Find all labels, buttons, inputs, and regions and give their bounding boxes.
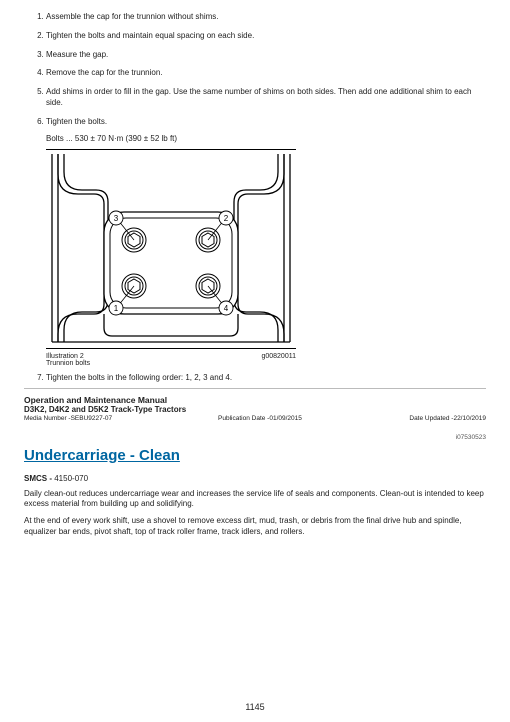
- illustration-label: Illustration 2: [46, 353, 261, 360]
- bolt-label-tr: 2: [224, 214, 229, 223]
- manual-models: D3K2, D4K2 and D5K2 Track-Type Tractors: [24, 405, 486, 414]
- date-updated: Date Updated -22/10/2019: [357, 415, 486, 422]
- section-divider: [24, 388, 486, 389]
- figure-rule-bottom: [46, 348, 296, 349]
- page-number: 1145: [0, 702, 510, 712]
- step-7: Tighten the bolts in the following order…: [46, 373, 486, 382]
- step-4: Remove the cap for the trunnion.: [46, 68, 486, 79]
- paragraph-2: At the end of every work shift, use a sh…: [24, 516, 486, 538]
- bolt-label-bl: 1: [114, 304, 119, 313]
- step-5: Add shims in order to fill in the gap. U…: [46, 87, 486, 109]
- bolt-label-tl: 3: [114, 214, 119, 223]
- publication-date: Publication Date -01/09/2015: [218, 415, 357, 422]
- doc-id: i07530523: [24, 434, 486, 441]
- step-6: Tighten the bolts.: [46, 117, 486, 128]
- step-1: Assemble the cap for the trunnion withou…: [46, 12, 486, 23]
- step-2: Tighten the bolts and maintain equal spa…: [46, 31, 486, 42]
- illustration-code: g00820011: [261, 353, 296, 360]
- step-3: Measure the gap.: [46, 50, 486, 61]
- paragraph-1: Daily clean-out reduces undercarriage we…: [24, 489, 486, 511]
- smcs-code: 4150-070: [54, 474, 88, 483]
- torque-spec: Bolts ... 530 ± 70 N·m (390 ± 52 lb ft): [24, 134, 486, 143]
- manual-title: Operation and Maintenance Manual: [24, 395, 486, 405]
- illustration-desc: Trunnion bolts: [46, 360, 486, 367]
- section-title: Undercarriage - Clean: [24, 447, 486, 464]
- trunnion-illustration: 3 2 1 4: [46, 154, 296, 344]
- smcs-label: SMCS -: [24, 474, 54, 483]
- media-number: Media Number -SEBU9227-07: [24, 415, 218, 422]
- bolt-label-br: 4: [224, 304, 229, 313]
- figure-rule-top: [46, 149, 296, 150]
